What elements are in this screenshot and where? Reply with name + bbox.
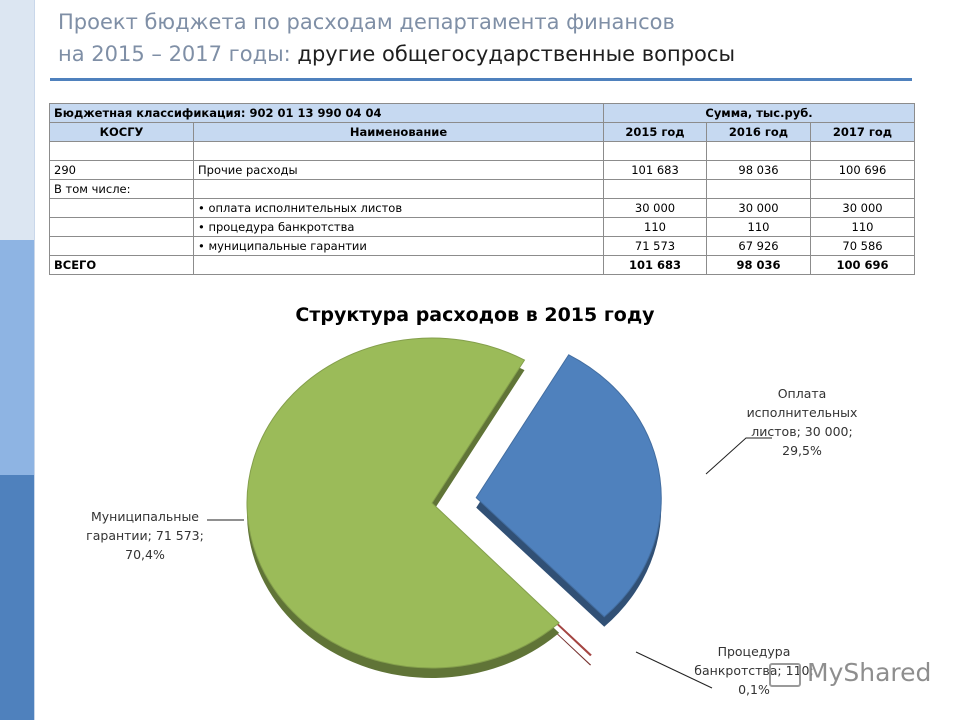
decor-bar-light	[0, 0, 35, 240]
pie-slice-top	[475, 354, 662, 618]
left-decor-bar	[0, 0, 35, 720]
col-header-2015: 2015 год	[603, 122, 707, 142]
total-2016: 98 036	[706, 255, 811, 275]
table-total-row: ВСЕГО 101 683 98 036 100 696	[49, 255, 915, 275]
label-slice-2: Муниципальные гарантии; 71 573; 70,4%	[86, 509, 204, 562]
col-header-kosgu: КОСГУ	[49, 122, 194, 142]
chart-title: Структура расходов в 2015 году	[295, 304, 655, 326]
title-line-2: на 2015 – 2017 годы: другие общегосударс…	[58, 38, 918, 70]
cell-2015: 30 000	[603, 198, 707, 218]
decor-bar-mid	[0, 240, 35, 475]
cell-2016: 110	[706, 217, 811, 237]
total-2017: 100 696	[810, 255, 915, 275]
watermark-text: MyShared	[807, 658, 932, 687]
watermark-logo: MyShared	[765, 655, 935, 691]
total-2015: 101 683	[603, 255, 707, 275]
label-slice-0: Оплата исполнительных листов; 30 000; 29…	[746, 386, 858, 458]
pie-slice-top	[246, 337, 560, 669]
sum-header: Сумма, тыс.руб.	[603, 103, 915, 123]
pie-slice-0	[475, 354, 662, 627]
leader-line-0	[705, 437, 772, 475]
bullet-item: оплата исполнительных листов	[198, 201, 402, 215]
table-row-empty	[49, 141, 915, 161]
cell-2016: 30 000	[706, 198, 811, 218]
total-label: ВСЕГО	[49, 255, 194, 275]
bullet-item: муниципальные гарантии	[198, 239, 367, 253]
bullet-item: процедура банкротства	[198, 220, 354, 234]
title-line-1: Проект бюджета по расходам департамента …	[58, 10, 675, 34]
cell-2017: 30 000	[810, 198, 915, 218]
leader-line-1	[635, 651, 713, 689]
table-row: В том числе:	[49, 179, 915, 199]
title-line-2-rest: другие общегосударственные вопросы	[290, 42, 736, 66]
budget-table: Бюджетная классификация: 902 01 13 990 0…	[49, 103, 915, 275]
label-slice-1: Процедура банкротства; 110; 0,1%	[694, 644, 814, 697]
presentation-icon	[769, 663, 801, 687]
title-underline	[50, 78, 912, 81]
col-header-2016: 2016 год	[706, 122, 811, 142]
slide-title: Проект бюджета по расходам департамента …	[58, 6, 918, 70]
decor-bar-dark	[0, 475, 35, 720]
title-line-2-prefix: на 2015 – 2017 годы:	[58, 42, 291, 66]
pie-slice-2	[246, 337, 560, 678]
